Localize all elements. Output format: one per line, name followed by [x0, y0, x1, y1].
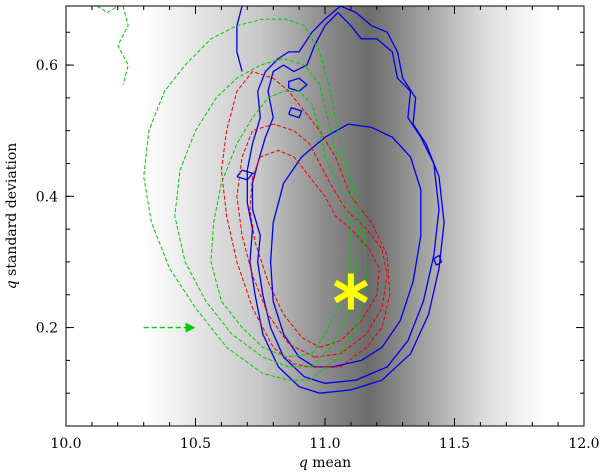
tick-labels: 10.0 10.5 11.0 11.5 12.0 0.2 0.4 0.6 [36, 58, 600, 452]
green-contour-2 [143, 18, 367, 381]
blue-contour-5 [288, 107, 303, 119]
blue-contour-7 [433, 254, 443, 266]
plot-background [66, 6, 584, 426]
red-contour-2 [220, 71, 391, 368]
blue-contour-0 [269, 123, 422, 368]
y-tick-label: 0.6 [36, 58, 58, 74]
green-contour-0 [210, 90, 352, 358]
x-axis-label-rest: mean [308, 455, 351, 471]
axis-ticks [65, 6, 585, 426]
x-tick-label: 11.0 [309, 436, 340, 452]
x-tick-label: 10.0 [50, 436, 81, 452]
blue-contour-1 [251, 11, 440, 384]
x-axis-label-var: q [299, 455, 308, 471]
blue-contour-2 [246, 6, 445, 394]
red-contour-1 [236, 123, 388, 358]
y-axis-label: q standard deviation [4, 143, 20, 290]
blue-contour-3 [236, 6, 243, 72]
asterisk-marker [333, 273, 368, 310]
x-tick-label: 12.0 [568, 436, 599, 452]
x-tick-label: 10.5 [180, 436, 211, 452]
y-tick-label: 0.4 [36, 189, 58, 205]
asterisk-stroke-2 [333, 279, 368, 304]
y-axis-label-var: q [4, 280, 20, 289]
arrow-head [185, 322, 196, 333]
green-contour-3 [117, 6, 129, 85]
x-tick-label: 11.5 [439, 436, 470, 452]
contour-layer [96, 6, 445, 394]
annotation-layer [143, 273, 368, 333]
green-contour-4 [96, 6, 119, 14]
x-axis-label: q mean [299, 455, 351, 471]
y-axis-label-rest: standard deviation [4, 143, 20, 281]
y-tick-label: 0.2 [36, 321, 58, 337]
green-contour-1 [174, 58, 360, 368]
blue-contour-4 [288, 77, 308, 92]
